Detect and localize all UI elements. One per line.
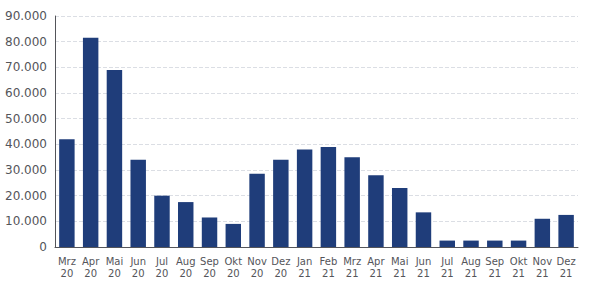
svg-text:21: 21 — [322, 268, 335, 279]
svg-text:20: 20 — [203, 268, 216, 279]
svg-text:Sep: Sep — [200, 256, 219, 267]
svg-text:20: 20 — [227, 268, 240, 279]
svg-text:70.000: 70.000 — [5, 60, 47, 74]
svg-text:0: 0 — [39, 240, 47, 254]
svg-text:10.000: 10.000 — [5, 214, 47, 228]
svg-text:21: 21 — [393, 268, 406, 279]
svg-text:Okt: Okt — [510, 256, 528, 267]
svg-text:Dez: Dez — [557, 256, 576, 267]
svg-text:Apr: Apr — [82, 256, 100, 267]
svg-text:21: 21 — [370, 268, 383, 279]
svg-text:Aug: Aug — [176, 256, 196, 267]
svg-text:21: 21 — [465, 268, 478, 279]
svg-text:80.000: 80.000 — [5, 35, 47, 49]
svg-text:20: 20 — [156, 268, 169, 279]
svg-text:20: 20 — [132, 268, 145, 279]
svg-text:Mai: Mai — [391, 256, 409, 267]
svg-text:Feb: Feb — [320, 256, 338, 267]
svg-text:Nov: Nov — [533, 256, 553, 267]
svg-text:Sep: Sep — [485, 256, 504, 267]
svg-text:Mrz: Mrz — [343, 256, 361, 267]
svg-text:Okt: Okt — [224, 256, 242, 267]
svg-text:Mai: Mai — [106, 256, 124, 267]
svg-text:40.000: 40.000 — [5, 137, 47, 151]
svg-text:Nov: Nov — [247, 256, 267, 267]
svg-text:Jul: Jul — [155, 256, 168, 267]
svg-text:Aug: Aug — [461, 256, 481, 267]
svg-text:90.000: 90.000 — [5, 9, 47, 23]
svg-text:20: 20 — [108, 268, 121, 279]
svg-text:20: 20 — [274, 268, 287, 279]
svg-text:Jan: Jan — [296, 256, 312, 267]
svg-text:21: 21 — [441, 268, 454, 279]
svg-text:60.000: 60.000 — [5, 86, 47, 100]
svg-text:21: 21 — [536, 268, 549, 279]
svg-text:Mrz: Mrz — [58, 256, 76, 267]
svg-text:Apr: Apr — [367, 256, 385, 267]
svg-text:21: 21 — [417, 268, 430, 279]
svg-text:21: 21 — [346, 268, 359, 279]
svg-text:20: 20 — [251, 268, 264, 279]
svg-text:21: 21 — [488, 268, 501, 279]
svg-text:20.000: 20.000 — [5, 189, 47, 203]
svg-text:Jun: Jun — [129, 256, 146, 267]
svg-text:Dez: Dez — [271, 256, 290, 267]
svg-text:30.000: 30.000 — [5, 163, 47, 177]
svg-text:21: 21 — [560, 268, 573, 279]
svg-text:50.000: 50.000 — [5, 112, 47, 126]
svg-text:20: 20 — [179, 268, 192, 279]
svg-text:21: 21 — [298, 268, 311, 279]
svg-text:20: 20 — [61, 268, 74, 279]
svg-text:Jul: Jul — [440, 256, 453, 267]
svg-text:20: 20 — [84, 268, 97, 279]
svg-text:Jun: Jun — [415, 256, 432, 267]
svg-text:21: 21 — [512, 268, 525, 279]
